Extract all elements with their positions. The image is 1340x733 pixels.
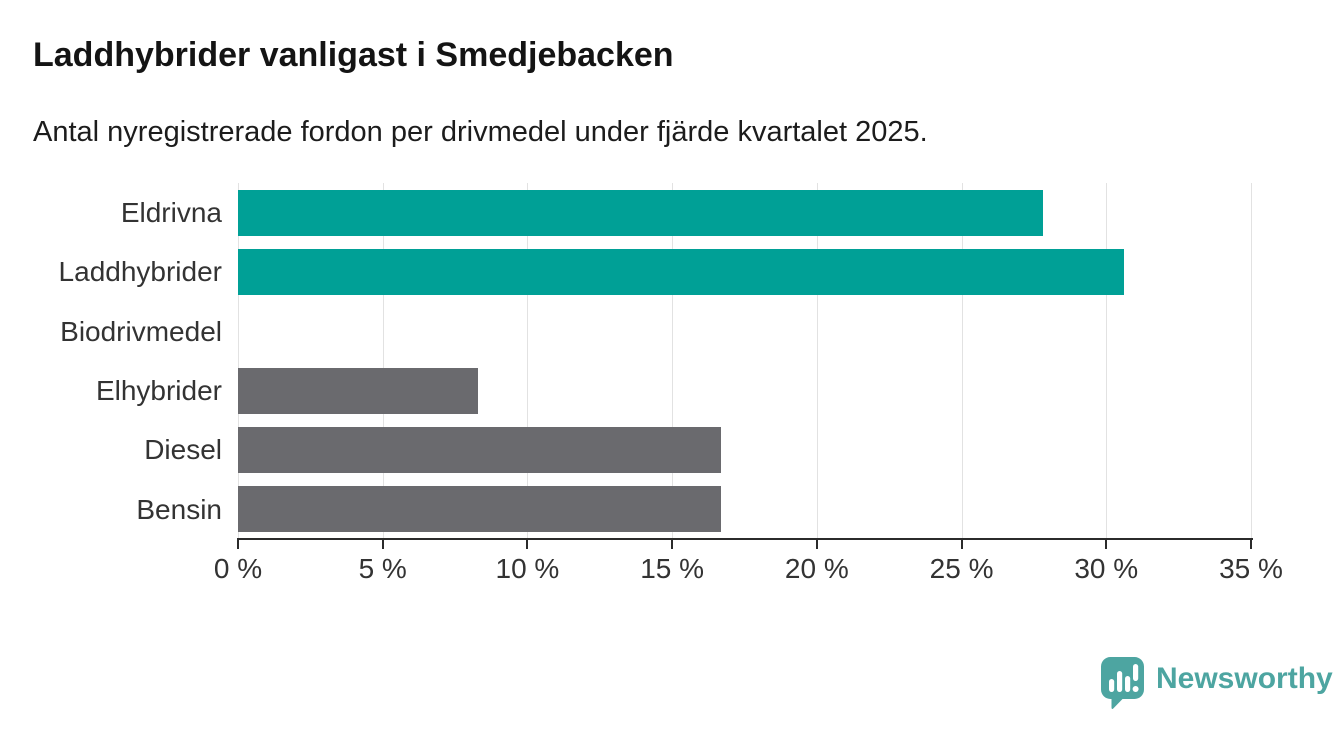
newsworthy-wordmark: Newsworthy: [1156, 662, 1333, 695]
x-axis-tick-20: [815, 540, 818, 549]
gridline-10: [527, 183, 529, 539]
x-tick-label-10: 10 %: [495, 553, 560, 584]
x-axis-tick-30: [1105, 540, 1108, 549]
gridline-0: [238, 183, 239, 539]
x-tick-label-0: 0 %: [213, 553, 263, 584]
x-tick-label-30: 30 %: [1074, 553, 1139, 584]
bar-eldrivna: [238, 189, 1043, 236]
category-label-elhybrider: Elhybrider: [95, 375, 222, 406]
bar-bensin: [238, 486, 722, 533]
x-tick-label-25: 25 %: [929, 553, 994, 584]
gridline-20: [816, 183, 818, 539]
x-axis-tick-25: [960, 540, 963, 549]
chart-title: Laddhybrider vanligast i Smedjebacken: [33, 36, 674, 74]
x-tick-label-20: 20 %: [784, 553, 849, 584]
plot-area: 0 % 5 % 10 % 15 % 20 % 25 % 30 % 35 %: [214, 183, 1283, 584]
x-axis-tick-15: [671, 540, 674, 549]
gridline-25: [961, 183, 963, 539]
category-label-laddhybrider: Laddhybrider: [58, 256, 222, 288]
bar-diesel: [238, 427, 722, 473]
gridline-35: [1251, 183, 1252, 539]
category-label-biodrivmedel: Biodrivmedel: [60, 315, 222, 347]
speech-bubble-shape: [1101, 657, 1144, 709]
x-axis-tick-0: [237, 540, 239, 549]
gridline-5: [382, 183, 384, 539]
category-labels: Eldrivna Laddhybrider Biodrivmedel Elhybrid…: [0, 183, 222, 539]
chart-subtitle: Antal nyregistrerade fordon per drivmede…: [33, 116, 928, 148]
gridline-30: [1106, 183, 1108, 539]
bar-laddhybrider: [238, 249, 1124, 295]
newsworthy-logo[interactable]: Newsworthy: [1100, 656, 1333, 710]
category-label-diesel: Diesel: [144, 434, 222, 466]
x-axis-tick-35: [1250, 540, 1252, 549]
newsworthy-chart-bubble-icon: [1101, 657, 1144, 709]
x-tick-label-15: 15 %: [640, 553, 705, 584]
x-axis-tick-5: [381, 540, 384, 549]
x-axis-tick-10: [526, 540, 529, 549]
gridline-15: [672, 183, 674, 539]
x-axis-line: [237, 538, 1253, 540]
bar-elhybrider: [238, 367, 479, 414]
x-tick-label-5: 5 %: [358, 553, 407, 584]
category-label-eldrivna: Eldrivna: [120, 197, 222, 228]
x-tick-label-35: 35 %: [1219, 553, 1283, 584]
category-label-bensin: Bensin: [136, 493, 222, 525]
